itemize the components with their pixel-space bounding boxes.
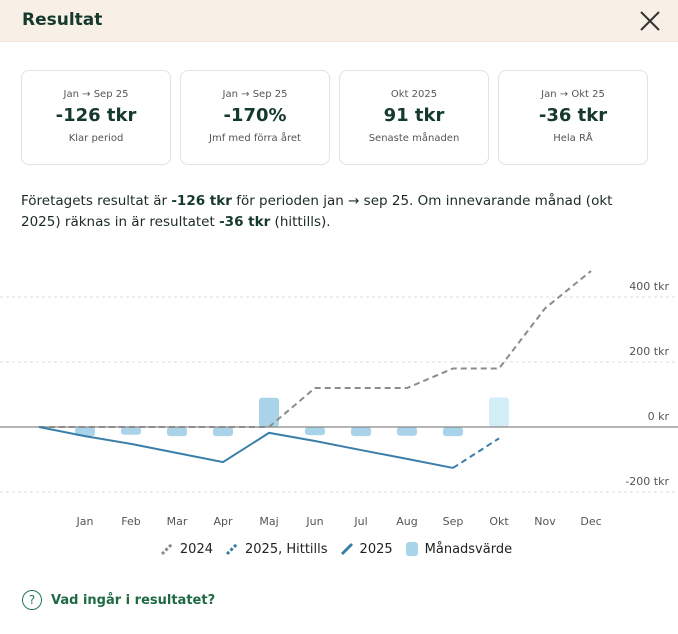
help-link[interactable]: ? Vad ingår i resultatet? [22, 590, 215, 610]
kpi-card-period: Jan → Sep 25 -126 tkr Klar period [21, 70, 171, 165]
card-label: Jmf med förra året [209, 133, 301, 144]
legend-label: 2025 [359, 541, 393, 557]
dialog-header: Resultat [0, 0, 678, 42]
legend-label: Månadsvärde [424, 541, 513, 557]
monthly-bar [75, 427, 95, 437]
x-tick-label: Maj [259, 515, 278, 528]
legend-label: 2024 [179, 541, 213, 557]
x-tick-label: Nov [534, 515, 556, 528]
monthly-bar [351, 427, 371, 437]
legend-label: 2025, Hittills [245, 541, 328, 557]
summary-total-result: -36 tkr [219, 214, 271, 230]
x-tick-label: Jul [353, 515, 367, 528]
chart-legend: 2024 2025, Hittills 2025 Månadsvärde [0, 541, 678, 557]
monthly-bar [305, 427, 325, 436]
dialog-title: Resultat [22, 10, 103, 30]
card-label: Hela RÅ [553, 133, 593, 144]
x-tick-label: Mar [167, 515, 188, 528]
y-tick-label: 200 tkr [629, 345, 669, 358]
monthly-bar [489, 397, 509, 427]
y-tick-label: 0 kr [648, 410, 670, 423]
card-value: 91 tkr [383, 105, 445, 126]
result-summary: Företagets resultat är -126 tkr för peri… [21, 191, 641, 233]
series-line-2025-hittills [452, 437, 500, 469]
legend-solid-blue-icon [340, 542, 353, 556]
legend-item-2025[interactable]: 2025 [340, 542, 393, 557]
kpi-cards: Jan → Sep 25 -126 tkr Klar period Jan → … [21, 70, 648, 165]
series-line-2024 [39, 270, 592, 428]
y-tick-label: -200 tkr [625, 475, 669, 488]
x-tick-label: Apr [213, 515, 233, 528]
monthly-bar [443, 427, 463, 437]
card-value: -170% [223, 105, 287, 126]
kpi-card-full-year: Jan → Okt 25 -36 tkr Hela RÅ [498, 70, 648, 165]
summary-text: för perioden jan → sep 25. Om innevarand… [21, 193, 613, 230]
monthly-bar [397, 427, 417, 436]
card-label: Klar period [68, 133, 124, 144]
result-chart: 400 tkr 200 tkr 0 kr -200 tkr Jan Feb Mar Apr Ma… [0, 270, 678, 528]
monthly-bar [259, 397, 279, 427]
monthly-bar [167, 427, 187, 437]
x-tick-label: Okt [489, 515, 509, 528]
legend-item-2024[interactable]: 2024 [160, 542, 213, 557]
card-period: Jan → Okt 25 [541, 89, 605, 100]
kpi-card-latest-month: Okt 2025 91 tkr Senaste månaden [339, 70, 489, 165]
card-period: Okt 2025 [390, 89, 438, 100]
legend-bar-icon [405, 542, 418, 556]
x-tick-label: Jun [305, 515, 323, 528]
card-period: Jan → Sep 25 [222, 89, 288, 100]
series-line-2025 [38, 426, 454, 469]
legend-item-manadsvarde[interactable]: Månadsvärde [405, 541, 512, 557]
card-value: -36 tkr [538, 105, 608, 126]
x-tick-label: Sep [443, 515, 464, 528]
monthly-bar [213, 427, 233, 437]
card-period: Jan → Sep 25 [63, 89, 129, 100]
x-tick-label: Dec [580, 515, 601, 528]
summary-text: Företagets resultat är [21, 193, 172, 209]
legend-dashed-gray-icon [160, 542, 173, 556]
card-label: Senaste månaden [368, 133, 460, 144]
legend-dashed-blue-icon [225, 542, 239, 556]
card-value: -126 tkr [55, 105, 137, 126]
close-icon[interactable] [638, 9, 662, 33]
monthly-bar [121, 427, 141, 435]
y-tick-label: 400 tkr [629, 280, 669, 293]
kpi-card-comparison: Jan → Sep 25 -170% Jmf med förra året [180, 70, 330, 165]
question-circle-icon: ? [22, 590, 42, 610]
summary-period-result: -126 tkr [171, 193, 232, 209]
legend-item-2025-hittills[interactable]: 2025, Hittills [225, 542, 328, 557]
help-link-label: Vad ingår i resultatet? [51, 592, 216, 608]
summary-text: (hittills). [270, 214, 331, 230]
x-tick-label: Aug [396, 515, 417, 528]
x-tick-label: Jan [76, 515, 94, 528]
x-tick-label: Feb [121, 515, 140, 528]
